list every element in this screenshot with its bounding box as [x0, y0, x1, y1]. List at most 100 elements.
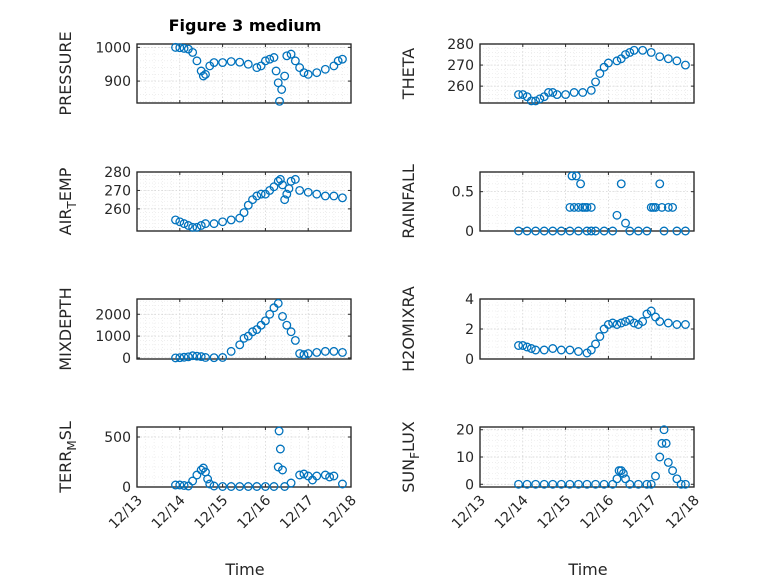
y-tick-label: 500 — [104, 430, 131, 446]
data-point — [633, 479, 643, 489]
data-point — [603, 320, 613, 329]
y-axis-label-7: SUNFLUX — [399, 421, 422, 493]
data-point — [260, 56, 270, 66]
data-point — [243, 482, 253, 491]
x-tick-label: 12/16 — [577, 492, 617, 532]
data-point — [599, 479, 609, 489]
data-point — [616, 318, 626, 328]
data-point — [303, 69, 313, 79]
x-tick-label: 12/13 — [106, 493, 146, 533]
data-point — [680, 320, 690, 329]
data-point — [179, 43, 189, 53]
data-point — [608, 318, 618, 328]
data-point — [573, 347, 583, 356]
data-point — [192, 222, 202, 232]
x-tick-label: 12/17 — [277, 493, 317, 533]
data-point — [655, 452, 665, 462]
data-point — [651, 471, 660, 481]
y-tick-label: 1000 — [95, 40, 131, 56]
data-point — [175, 43, 185, 53]
data-point — [539, 479, 549, 489]
x-axis-label-left: Time — [224, 560, 264, 579]
data-point — [282, 189, 292, 199]
data-point — [274, 426, 284, 436]
data-point — [209, 481, 219, 491]
data-point — [312, 189, 322, 199]
data-point — [226, 215, 236, 225]
x-tick-label: 12/18 — [663, 493, 703, 533]
data-point — [275, 96, 284, 106]
data-point — [337, 348, 347, 357]
data-point — [192, 56, 202, 66]
data-point — [522, 342, 532, 352]
data-point — [657, 202, 667, 212]
data-point — [646, 47, 656, 57]
data-point — [329, 61, 339, 71]
y-tick-label: 260 — [104, 202, 131, 218]
axes-box — [136, 426, 352, 488]
data-point — [663, 202, 673, 212]
data-point — [539, 226, 549, 236]
y-tick-label: 10 — [456, 450, 474, 466]
y-tick-label: 260 — [447, 79, 474, 95]
data-point — [612, 56, 622, 66]
data-point — [625, 226, 635, 236]
data-point — [286, 176, 296, 186]
x-tick-label: 12/13 — [449, 493, 489, 533]
data-point — [612, 320, 622, 329]
data-point — [514, 90, 523, 100]
data-point — [595, 69, 605, 78]
data-point — [290, 56, 300, 66]
data-point — [565, 226, 575, 236]
axes-frame — [136, 171, 352, 232]
data-point — [196, 352, 206, 362]
y-tick-label: 900 — [104, 74, 131, 90]
data-point — [183, 352, 193, 362]
x-tick-label: 12/18 — [320, 493, 360, 533]
y-tick-label: 4 — [465, 292, 474, 308]
data-point — [680, 479, 690, 489]
data-point — [548, 479, 558, 489]
data-point — [672, 474, 682, 484]
y-axis-label-1: THETA — [399, 48, 418, 100]
data-point — [278, 312, 287, 321]
data-point — [205, 479, 215, 489]
data-point — [621, 50, 630, 59]
y-axis-label-2: AIRTEMP — [56, 167, 79, 235]
data-point — [616, 179, 626, 189]
data-point — [526, 344, 536, 353]
data-point — [295, 185, 305, 195]
axes-box — [136, 43, 352, 104]
data-point — [337, 193, 347, 203]
y-tick-label: 1000 — [95, 329, 131, 345]
data-point — [531, 479, 541, 489]
data-point — [277, 85, 287, 94]
x-tick-label: 12/15 — [192, 493, 232, 533]
data-point — [329, 191, 339, 201]
data-point — [548, 88, 558, 97]
y-tick-label: 2 — [465, 322, 474, 338]
data-point — [514, 341, 523, 350]
data-point — [312, 471, 322, 481]
data-point — [672, 320, 682, 329]
data-point — [201, 69, 210, 79]
y-tick-label: 270 — [104, 183, 131, 199]
data-point — [235, 340, 245, 350]
subplot-terr_msl: 12/13 12/14 12/15 12/16 12/17 12/18 0 500 TERRMS… — [56, 421, 360, 532]
data-point — [616, 466, 626, 476]
data-point — [621, 474, 630, 484]
data-point — [239, 208, 249, 218]
data-point — [608, 479, 618, 489]
subplot-rainfall: 0 0.5 RAINFALL — [399, 164, 695, 240]
data-point — [171, 42, 180, 52]
data-point — [209, 353, 219, 363]
data-point — [556, 226, 566, 236]
data-point — [171, 353, 180, 363]
data-point — [655, 179, 665, 189]
data-point — [569, 88, 579, 97]
axes-frame — [479, 426, 695, 488]
data-point — [235, 482, 245, 491]
data-point — [218, 58, 228, 67]
data-point — [629, 45, 639, 55]
data-point — [573, 226, 583, 236]
